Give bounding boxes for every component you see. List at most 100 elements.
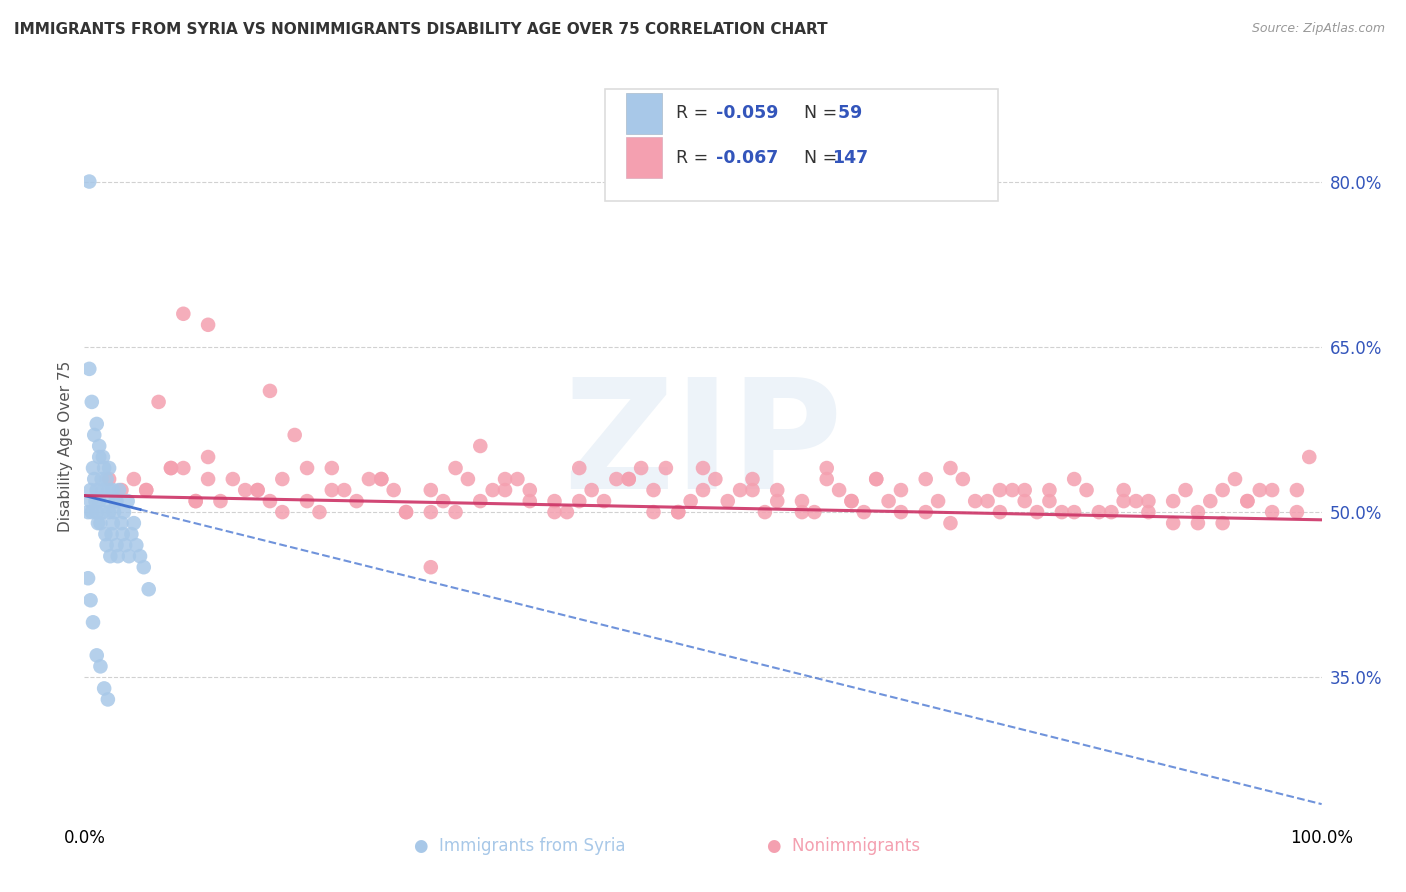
Point <box>666 505 689 519</box>
Point <box>877 494 900 508</box>
Point <box>108 483 131 497</box>
Point <box>643 505 665 519</box>
Point <box>617 472 640 486</box>
Point <box>79 593 101 607</box>
Point <box>86 505 108 519</box>
Point <box>160 461 183 475</box>
Point <box>766 494 789 508</box>
Point <box>1063 505 1085 519</box>
Point <box>1223 472 1246 486</box>
Point <box>1212 483 1234 497</box>
Point <box>346 494 368 508</box>
Point <box>333 483 356 497</box>
Point <box>100 527 122 541</box>
Point <box>543 494 565 508</box>
Point <box>370 472 392 486</box>
Point <box>1038 483 1060 497</box>
Point <box>132 560 155 574</box>
Point <box>91 483 114 497</box>
Point <box>77 505 100 519</box>
Point <box>107 549 129 564</box>
Point <box>1161 494 1184 508</box>
Point <box>197 318 219 332</box>
Point <box>357 472 380 486</box>
Point <box>295 461 318 475</box>
Point <box>605 472 627 486</box>
Point <box>111 527 134 541</box>
Point <box>184 494 207 508</box>
Point <box>939 461 962 475</box>
Point <box>96 538 118 552</box>
Point <box>89 450 111 464</box>
Point <box>1285 505 1308 519</box>
Point <box>1174 483 1197 497</box>
Point <box>321 461 343 475</box>
Point <box>543 505 565 519</box>
Point <box>83 472 105 486</box>
Point <box>122 472 145 486</box>
Point <box>135 483 157 497</box>
Point <box>988 505 1011 519</box>
Point <box>655 461 678 475</box>
Point <box>104 494 127 508</box>
Point <box>97 494 120 508</box>
Point <box>118 549 141 564</box>
Point <box>419 560 441 574</box>
Point <box>841 494 863 508</box>
Text: R =: R = <box>676 149 714 167</box>
Point <box>1249 483 1271 497</box>
Point <box>1125 494 1147 508</box>
Text: Source: ZipAtlas.com: Source: ZipAtlas.com <box>1251 22 1385 36</box>
Text: ZIP: ZIP <box>564 371 842 521</box>
Point <box>1026 505 1049 519</box>
Point <box>284 428 307 442</box>
Point <box>79 362 101 376</box>
Point <box>470 439 492 453</box>
Point <box>1187 516 1209 530</box>
Point <box>112 505 135 519</box>
Point <box>86 648 108 663</box>
Point <box>82 461 104 475</box>
Point <box>506 472 529 486</box>
Point <box>828 483 851 497</box>
Point <box>138 582 160 597</box>
Point <box>457 472 479 486</box>
Point <box>89 439 111 453</box>
Text: ●  Nonimmigrants: ● Nonimmigrants <box>768 837 920 855</box>
Text: -0.067: -0.067 <box>716 149 778 167</box>
Point <box>83 428 105 442</box>
Point <box>444 461 467 475</box>
Point <box>890 505 912 519</box>
Point <box>96 472 118 486</box>
Point <box>1298 450 1320 464</box>
Point <box>841 494 863 508</box>
Point <box>519 483 541 497</box>
Point <box>1261 483 1284 497</box>
Point <box>1236 494 1258 508</box>
Point <box>568 461 591 475</box>
Point <box>1099 505 1122 519</box>
Point <box>1088 505 1111 519</box>
Point <box>84 494 107 508</box>
Point <box>432 494 454 508</box>
Point <box>890 483 912 497</box>
Point <box>89 494 111 508</box>
Point <box>1001 483 1024 497</box>
Point <box>103 505 125 519</box>
Point <box>679 494 702 508</box>
Point <box>114 538 136 552</box>
Point <box>98 483 121 497</box>
Point <box>197 472 219 486</box>
Point <box>209 494 232 508</box>
Point <box>952 472 974 486</box>
Point <box>82 615 104 630</box>
Point <box>852 505 875 519</box>
Point <box>135 483 157 497</box>
Point <box>395 505 418 519</box>
Text: R =: R = <box>676 104 714 122</box>
Point <box>79 494 101 508</box>
Point <box>419 483 441 497</box>
Point <box>271 505 294 519</box>
Point <box>110 516 132 530</box>
Point <box>160 461 183 475</box>
